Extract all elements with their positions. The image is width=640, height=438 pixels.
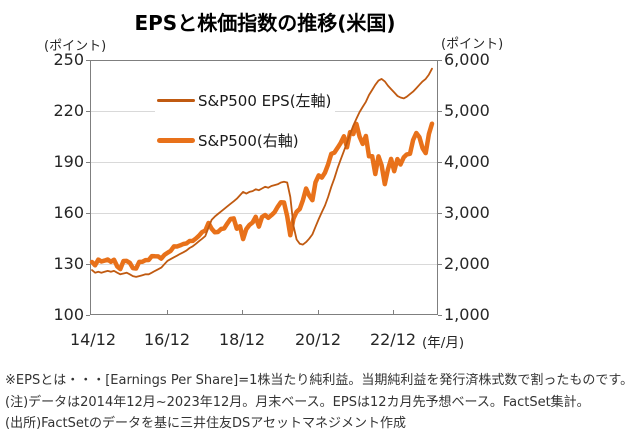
eps-line-swatch-icon — [157, 99, 195, 102]
tick-mark — [438, 213, 442, 214]
left-axis-tick-label: 130 — [53, 254, 84, 273]
left-axis-tick-label: 220 — [53, 101, 84, 120]
footnotes: ※EPSとは・・・[Earnings Per Share]=1株当たり純利益。当… — [5, 370, 637, 435]
tick-mark — [86, 213, 90, 214]
right-axis-tick-label: 2,000 — [444, 254, 490, 273]
tick-mark — [438, 111, 442, 112]
tick-mark — [167, 310, 168, 314]
left-axis-tick-label: 190 — [53, 152, 84, 171]
x-axis-tick-label: 20/12 — [294, 330, 342, 349]
tick-mark — [86, 162, 90, 163]
right-axis-unit-label: (ポイント) — [441, 37, 504, 52]
tick-mark — [86, 60, 90, 61]
chart-title: EPSと株価指数の推移(米国) — [134, 11, 396, 35]
tick-mark — [318, 310, 319, 314]
right-axis-tick-label: 1,000 — [444, 305, 490, 324]
tick-mark — [242, 310, 243, 314]
left-axis-tick-label: 250 — [53, 50, 84, 69]
left-axis-tick-label: 160 — [53, 203, 84, 222]
gridline — [91, 264, 437, 265]
legend-label-eps: S&P500 EPS(左軸) — [198, 92, 332, 110]
x-axis-tick-label: 22/12 — [369, 330, 417, 349]
right-axis-tick-label: 3,000 — [444, 203, 490, 222]
right-axis-tick-label: 4,000 — [444, 152, 490, 171]
footnote-eps-definition: ※EPSとは・・・[Earnings Per Share]=1株当たり純利益。当… — [5, 373, 634, 388]
legend-item-sp500: S&P500(右軸) — [155, 128, 303, 153]
legend-item-eps: S&P500 EPS(左軸) — [155, 88, 336, 113]
legend-label-sp500: S&P500(右軸) — [198, 132, 299, 150]
right-axis-tick-label: 5,000 — [444, 101, 490, 120]
x-axis-tick-label: 18/12 — [218, 330, 266, 349]
tick-mark — [438, 264, 442, 265]
tick-mark — [393, 310, 394, 314]
tick-mark — [86, 111, 90, 112]
tick-mark — [86, 264, 90, 265]
left-axis-unit-label: (ポイント) — [44, 39, 107, 54]
gridline — [91, 162, 437, 163]
right-axis-tick-label: 6,000 — [444, 50, 490, 69]
series-line-eps — [91, 67, 433, 278]
tick-mark — [86, 315, 90, 316]
tick-mark — [438, 162, 442, 163]
x-axis-tick-label: 16/12 — [143, 330, 191, 349]
sp500-line-swatch-icon — [157, 137, 195, 144]
left-axis-tick-label: 100 — [53, 305, 84, 324]
x-axis-tick-label: 14/12 — [69, 330, 117, 349]
footnote-source: (出所)FactSetのデータを基に三井住友DSアセットマネジメント作成 — [5, 416, 406, 431]
series-line-sp500 — [89, 121, 435, 272]
tick-mark — [438, 315, 442, 316]
x-axis-unit-label: (年/月) — [422, 335, 465, 351]
footnote-data-note: (注)データは2014年12月~2023年12月。月末ベース。EPSは12カ月先… — [5, 394, 590, 410]
series-plot — [89, 67, 435, 278]
tick-mark — [438, 60, 442, 61]
